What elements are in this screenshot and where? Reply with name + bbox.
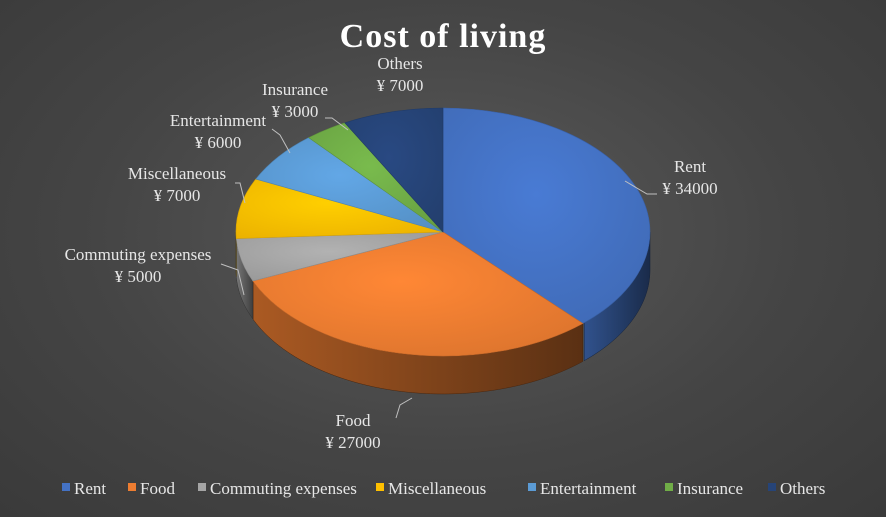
data-labels: Rent ¥ 34000 Food ¥ 27000 Commuting expenses… (65, 54, 718, 452)
pie-slice-food (252, 231, 584, 357)
legend-label-miscellaneous: Miscellaneous (388, 479, 486, 498)
leader-line-commuting-expenses (220, 263, 245, 296)
legend-label-rent: Rent (74, 479, 106, 498)
pie-slices (235, 107, 651, 357)
legend-swatch-insurance (665, 483, 673, 491)
legend-label-entertainment: Entertainment (540, 479, 637, 498)
data-label-category-commuting-expenses: Commuting expenses (65, 245, 212, 264)
data-label-category-food: Food (336, 411, 371, 430)
legend-label-food: Food (140, 479, 175, 498)
leader-line-miscellaneous (235, 182, 246, 204)
chart-title: Cost of living (340, 18, 547, 55)
data-label-value-rent: ¥ 34000 (662, 179, 717, 198)
legend-swatch-miscellaneous (376, 483, 384, 491)
data-label-value-commuting-expenses: ¥ 5000 (115, 267, 162, 286)
pie-slice-miscellaneous (235, 178, 444, 239)
data-label-category-insurance: Insurance (262, 80, 328, 99)
legend-label-insurance: Insurance (677, 479, 743, 498)
legend-label-others: Others (780, 479, 825, 498)
legend-swatch-entertainment (528, 483, 536, 491)
legend-label-commuting-expenses: Commuting expenses (210, 479, 357, 498)
legend-swatch-rent (62, 483, 70, 491)
data-label-value-entertainment: ¥ 6000 (195, 133, 242, 152)
data-label-category-entertainment: Entertainment (170, 111, 267, 130)
data-label-value-insurance: ¥ 3000 (272, 102, 319, 121)
legend-swatch-food (128, 483, 136, 491)
data-label-category-miscellaneous: Miscellaneous (128, 164, 226, 183)
leader-line-entertainment (271, 128, 291, 154)
leader-line-food (395, 397, 413, 419)
legend-swatch-commuting-expenses (198, 483, 206, 491)
data-label-value-food: ¥ 27000 (325, 433, 380, 452)
data-label-category-others: Others (377, 54, 422, 73)
leader-line-rent (624, 180, 657, 195)
data-label-value-miscellaneous: ¥ 7000 (154, 186, 201, 205)
leader-lines (220, 117, 657, 419)
legend-swatch-others (768, 483, 776, 491)
data-label-value-others: ¥ 7000 (377, 76, 424, 95)
pie-slice-others (344, 107, 444, 233)
data-label-category-rent: Rent (674, 157, 706, 176)
leader-line-insurance (325, 117, 349, 131)
legend: Rent Food Commuting expenses Miscellaneous E… (62, 479, 825, 498)
